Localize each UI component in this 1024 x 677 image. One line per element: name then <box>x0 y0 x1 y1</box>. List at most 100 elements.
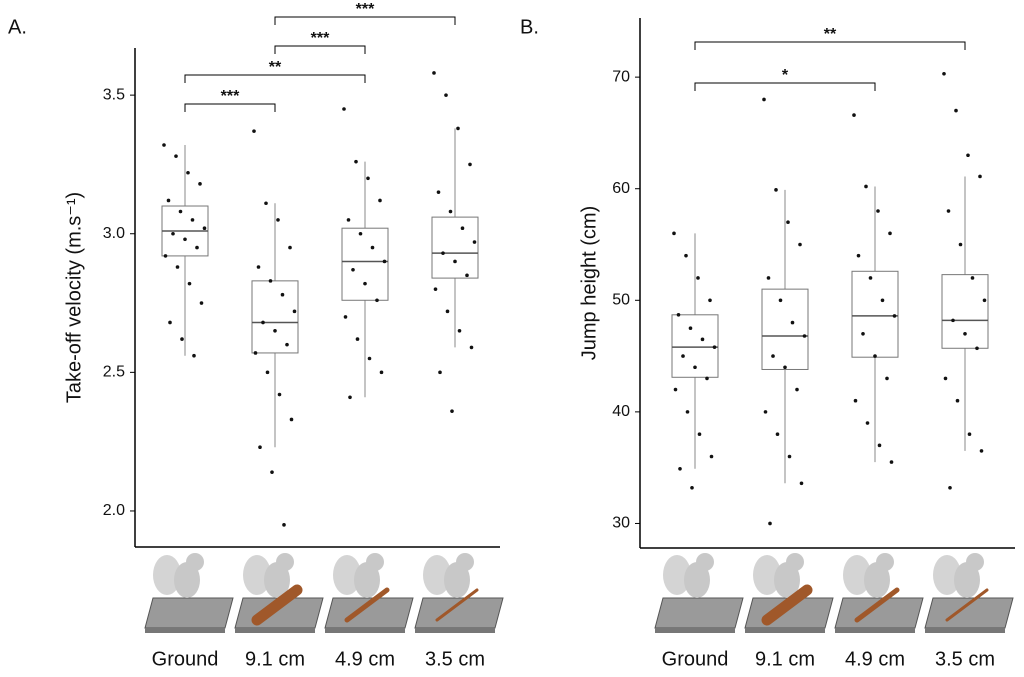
significance-label: ** <box>824 26 837 43</box>
x-tick-label: 3.5 cm <box>425 648 485 670</box>
data-point <box>277 392 282 397</box>
data-point <box>366 176 370 181</box>
data-point <box>280 292 285 297</box>
squirrel-body <box>444 562 470 598</box>
data-point <box>171 231 175 236</box>
squirrel-head <box>366 553 384 571</box>
data-point <box>342 107 346 111</box>
significance-bracket <box>694 41 966 50</box>
data-point <box>889 460 894 464</box>
data-point <box>954 108 958 113</box>
squirrel-head <box>786 553 804 571</box>
data-point <box>672 231 676 236</box>
branch <box>435 588 479 622</box>
y-tick-label: 60 <box>612 180 630 197</box>
data-point <box>955 398 960 403</box>
data-point <box>798 242 802 247</box>
data-point <box>778 298 783 303</box>
significance-bracket <box>184 74 366 83</box>
data-point <box>856 253 861 258</box>
y-tick-label: 50 <box>612 292 630 309</box>
data-point <box>358 231 363 236</box>
significance-bracket <box>274 45 366 54</box>
squirrel-head <box>966 553 984 571</box>
data-point <box>693 365 697 370</box>
data-point <box>970 276 975 280</box>
data-point <box>382 259 387 264</box>
data-point <box>708 298 712 303</box>
squirrel-body <box>174 562 200 598</box>
data-point <box>853 398 858 403</box>
data-point <box>795 387 799 392</box>
data-point <box>190 218 195 222</box>
data-point <box>276 218 280 222</box>
data-point <box>270 470 274 474</box>
data-point <box>975 346 979 351</box>
x-tick-label: 9.1 cm <box>245 648 305 670</box>
data-point <box>268 279 273 283</box>
data-point <box>438 370 442 375</box>
data-point <box>468 162 472 167</box>
significance-label: ** <box>269 59 282 76</box>
data-point <box>762 97 766 102</box>
data-point <box>684 253 688 258</box>
data-point <box>202 226 207 230</box>
data-point <box>880 298 885 303</box>
squirrel-tail <box>423 555 451 595</box>
branch <box>251 584 303 626</box>
data-point <box>285 342 289 347</box>
squirrel-tail <box>153 555 181 595</box>
x-tick-label: Ground <box>662 648 729 670</box>
data-point <box>292 309 297 314</box>
branch <box>761 584 813 626</box>
data-point <box>163 254 168 258</box>
x-tick-label: 4.9 cm <box>335 648 395 670</box>
data-point <box>697 432 702 436</box>
box <box>851 270 899 358</box>
squirrel-body <box>864 562 890 598</box>
data-point <box>195 245 199 250</box>
data-point <box>966 153 970 158</box>
data-point <box>768 521 772 526</box>
x-tick-label: 3.5 cm <box>935 648 995 670</box>
data-point <box>951 318 955 323</box>
squirrel-body <box>954 562 980 598</box>
platform-side <box>325 628 405 633</box>
data-point <box>370 245 375 250</box>
data-point <box>685 410 690 414</box>
data-point <box>436 190 441 194</box>
data-point <box>367 356 372 361</box>
platform <box>144 597 234 629</box>
data-point <box>465 273 469 278</box>
panel-label: A. <box>8 16 27 38</box>
data-point <box>166 198 171 203</box>
data-point <box>979 449 984 453</box>
platform-side <box>655 628 735 633</box>
data-point <box>445 309 450 314</box>
x-tick-label: 4.9 cm <box>845 648 905 670</box>
data-point <box>868 276 873 280</box>
squirrel-body <box>264 562 290 598</box>
data-point <box>252 129 256 133</box>
squirrel-body <box>354 562 380 598</box>
data-point <box>450 409 454 413</box>
data-point <box>264 201 268 206</box>
data-point <box>673 387 678 392</box>
squirrel-icon <box>744 553 834 633</box>
data-point <box>469 345 474 350</box>
data-point <box>178 209 183 214</box>
data-point <box>963 331 967 336</box>
squirrel-head <box>876 553 894 571</box>
data-point <box>346 218 351 222</box>
box <box>761 288 809 370</box>
data-point <box>432 71 436 75</box>
x-tick-label: 9.1 cm <box>755 648 815 670</box>
branch <box>945 588 989 622</box>
squirrel-icon <box>834 553 924 633</box>
x-tick-label: Ground <box>152 648 219 670</box>
data-point <box>187 281 192 286</box>
squirrel-head <box>696 553 714 571</box>
squirrel-head <box>276 553 294 571</box>
